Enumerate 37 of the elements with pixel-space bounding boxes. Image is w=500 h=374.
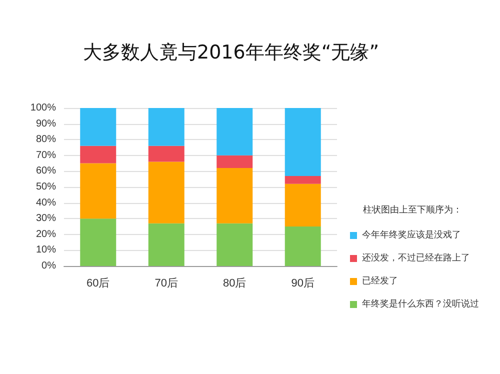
y-tick-label: 70% [36, 150, 56, 161]
legend-label: 今年年终奖应该是没戏了 [362, 230, 461, 240]
x-tick-label: 70后 [154, 276, 178, 290]
bar [216, 223, 253, 266]
bar [148, 108, 184, 146]
y-tick-label: 10% [36, 244, 56, 256]
bar [284, 226, 321, 266]
y-tick-label: 0% [42, 260, 56, 272]
bar [216, 168, 253, 224]
y-tick-label: 60% [36, 166, 56, 177]
bar [284, 176, 321, 184]
bar [148, 146, 184, 162]
y-tick-label: 100% [30, 102, 56, 114]
bar [216, 108, 253, 156]
bar [80, 218, 116, 266]
chart-title: 大多数人竟与2016年年终奖“无缘” [83, 42, 380, 64]
x-tick-label: 90后 [291, 276, 314, 290]
y-tick-label: 50% [36, 182, 56, 192]
bar [216, 155, 253, 168]
legend-label: 已经发了 [362, 276, 398, 286]
y-tick-label: 20% [36, 228, 56, 240]
y-tick-label: 30% [36, 213, 56, 224]
y-tick-label: 90% [36, 118, 56, 130]
y-tick-label: 40% [36, 197, 56, 208]
bar [284, 184, 321, 226]
bar [284, 108, 321, 176]
legend-title: 柱状图由上至下顺序为： [363, 204, 462, 216]
legend-label: 年终奖是什么东西？没听说过 [362, 298, 479, 310]
x-tick-label: 80后 [223, 276, 246, 290]
x-tick-label: 60后 [86, 276, 110, 290]
bar [80, 146, 116, 164]
bar [148, 223, 184, 266]
legend-label: 还没发，不过已经在路上了 [362, 252, 470, 264]
bar [80, 108, 116, 146]
y-tick-label: 80% [36, 134, 56, 146]
bar [80, 163, 116, 219]
bar [148, 162, 184, 224]
